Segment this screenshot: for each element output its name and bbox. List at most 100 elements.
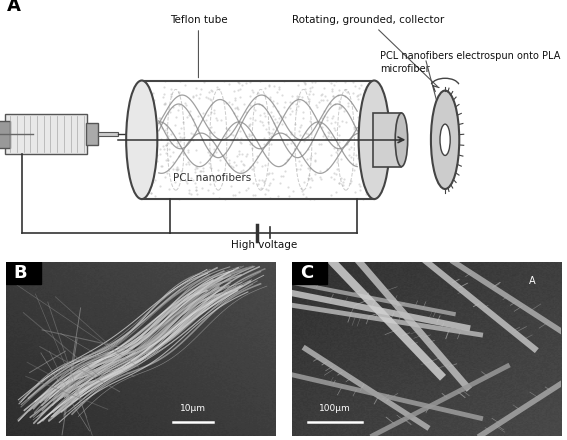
Point	[280, 103, 289, 110]
Point	[354, 180, 363, 187]
Text: A: A	[529, 276, 536, 286]
Point	[307, 83, 316, 90]
Point	[362, 85, 371, 92]
Point	[254, 100, 263, 107]
Point	[334, 122, 343, 129]
Point	[252, 153, 261, 160]
Point	[234, 151, 243, 158]
Point	[286, 99, 295, 106]
Point	[316, 92, 325, 99]
Bar	[0, 121, 10, 148]
Point	[303, 133, 312, 140]
Point	[139, 177, 148, 184]
Point	[317, 141, 326, 148]
Ellipse shape	[358, 81, 390, 199]
Point	[149, 178, 158, 185]
Point	[312, 102, 321, 109]
Point	[279, 172, 288, 180]
Point	[229, 163, 238, 170]
Point	[356, 182, 365, 189]
Point	[184, 159, 193, 166]
Point	[232, 135, 242, 142]
Point	[235, 138, 244, 145]
Point	[333, 166, 342, 173]
Text: 100μm: 100μm	[319, 404, 351, 413]
Point	[292, 92, 301, 99]
Point	[281, 131, 290, 138]
Point	[187, 175, 196, 182]
Point	[163, 139, 172, 147]
Point	[205, 151, 214, 158]
Point	[171, 172, 180, 179]
Bar	[86, 123, 98, 145]
Point	[349, 78, 358, 85]
Point	[268, 112, 277, 119]
Point	[158, 93, 167, 100]
Point	[202, 116, 211, 123]
Point	[146, 181, 155, 188]
Point	[227, 163, 236, 170]
Point	[318, 124, 327, 131]
Point	[235, 79, 244, 86]
Point	[263, 129, 272, 136]
Point	[236, 94, 245, 101]
Point	[362, 152, 371, 159]
Point	[345, 180, 354, 187]
Point	[325, 100, 334, 107]
Point	[370, 132, 379, 139]
Point	[265, 81, 274, 88]
Point	[236, 140, 246, 147]
Point	[329, 82, 338, 89]
Point	[327, 119, 336, 126]
Bar	[5, 114, 87, 154]
Point	[230, 88, 239, 95]
Point	[255, 78, 264, 85]
Ellipse shape	[126, 81, 157, 199]
Point	[230, 105, 239, 112]
Point	[342, 88, 352, 95]
Point	[286, 128, 295, 136]
Point	[185, 107, 194, 114]
Ellipse shape	[431, 91, 459, 189]
Ellipse shape	[395, 113, 408, 167]
Point	[225, 160, 234, 167]
Point	[236, 157, 245, 164]
Point	[266, 132, 275, 139]
Point	[179, 134, 188, 141]
Point	[359, 163, 368, 170]
Point	[261, 112, 270, 119]
Point	[288, 99, 297, 106]
Point	[205, 132, 214, 139]
Point	[188, 176, 197, 183]
Point	[244, 122, 253, 129]
Point	[206, 124, 215, 131]
Point	[353, 135, 362, 142]
Point	[247, 131, 256, 138]
Point	[159, 142, 168, 149]
Point	[358, 140, 367, 147]
Point	[295, 132, 304, 139]
Point	[279, 77, 288, 84]
Point	[363, 163, 373, 170]
Point	[292, 100, 301, 107]
Point	[246, 78, 255, 85]
Point	[163, 170, 172, 177]
Point	[139, 148, 148, 155]
Point	[367, 146, 376, 153]
Point	[173, 165, 182, 172]
Point	[294, 92, 303, 99]
Point	[233, 104, 242, 111]
Point	[301, 81, 310, 88]
Point	[311, 156, 320, 163]
Point	[327, 173, 336, 180]
Point	[259, 121, 268, 128]
Point	[145, 158, 154, 165]
Point	[366, 193, 375, 200]
Point	[357, 146, 366, 153]
Point	[285, 193, 294, 200]
Point	[200, 79, 209, 86]
Point	[192, 92, 201, 99]
Point	[336, 155, 345, 162]
Point	[146, 101, 155, 108]
Point	[292, 165, 301, 172]
